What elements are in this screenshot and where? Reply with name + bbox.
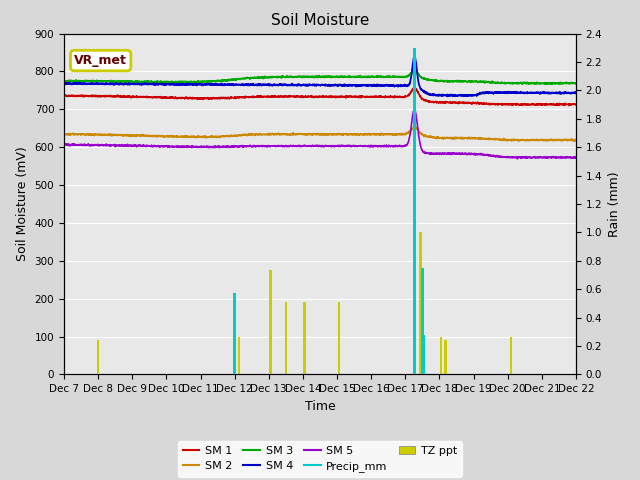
X-axis label: Time: Time [305, 400, 335, 413]
Bar [421, 268, 424, 374]
Title: Soil Moisture: Soil Moisture [271, 13, 369, 28]
Bar [444, 340, 447, 374]
Bar [419, 232, 422, 374]
Text: VR_met: VR_met [74, 54, 127, 67]
Bar [337, 302, 340, 374]
Bar [97, 340, 99, 374]
Y-axis label: Rain (mm): Rain (mm) [608, 171, 621, 237]
Bar [269, 270, 272, 374]
Bar [440, 336, 442, 374]
Bar [413, 276, 416, 374]
Legend: SM 1, SM 2, SM 3, SM 4, SM 5, Precip_mm, TZ ppt: SM 1, SM 2, SM 3, SM 4, SM 5, Precip_mm,… [179, 441, 461, 477]
Bar [234, 293, 236, 374]
Y-axis label: Soil Moisture (mV): Soil Moisture (mV) [16, 146, 29, 262]
Bar [422, 335, 424, 374]
Bar [413, 48, 416, 374]
Bar [303, 302, 306, 374]
Bar [510, 336, 513, 374]
Bar [238, 336, 240, 374]
Bar [285, 302, 287, 374]
Bar [234, 302, 236, 374]
